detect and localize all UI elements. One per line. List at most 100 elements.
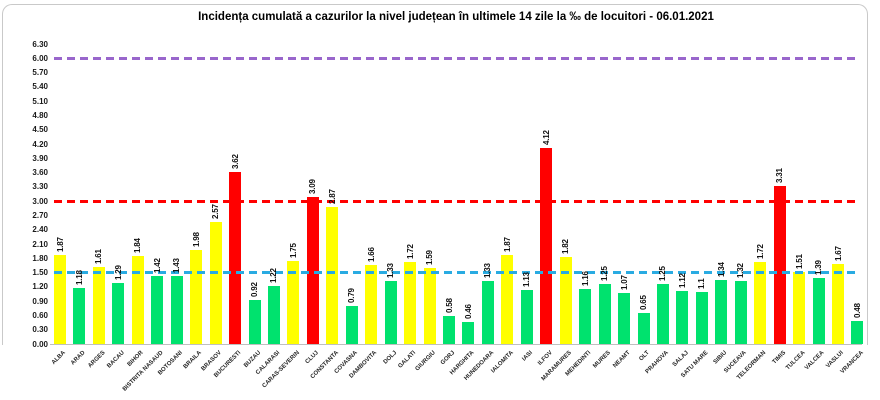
y-axis-tick-label: 1.20 — [32, 282, 48, 292]
bar-value-label: 0.79 — [347, 288, 357, 304]
bar-value-label: 1.61 — [94, 249, 104, 265]
bar-value-label: 1.07 — [619, 275, 629, 291]
x-axis-category-label: BACAU — [106, 350, 126, 370]
bar — [229, 171, 242, 344]
bar — [501, 254, 514, 344]
bar-value-label: 3.31 — [775, 168, 785, 184]
bar — [248, 300, 261, 344]
bar — [540, 147, 553, 344]
bar — [812, 277, 825, 344]
bar-value-label: 3.62 — [230, 153, 240, 169]
bar-value-label: 1.84 — [133, 238, 143, 254]
bar — [520, 290, 533, 344]
bar-value-label: 1.82 — [561, 239, 571, 255]
x-axis-category-label: ARGES — [86, 350, 107, 370]
bar — [287, 260, 300, 344]
bar-value-label: 1.72 — [755, 244, 765, 260]
bar-value-label: 1.43 — [172, 258, 182, 273]
bar — [754, 262, 767, 344]
y-axis-tick-label: 0.60 — [32, 310, 48, 320]
x-axis-category-label: IASI — [521, 350, 535, 363]
bar — [365, 264, 378, 344]
x-axis-category-label: ARAD — [70, 350, 87, 367]
bar — [715, 280, 728, 344]
bar — [695, 291, 708, 344]
bar — [793, 272, 806, 344]
bar-value-label: 1.39 — [814, 260, 824, 275]
bar — [676, 290, 689, 344]
bar — [423, 268, 436, 344]
bar-value-label: 1.29 — [113, 264, 123, 280]
y-axis-tick-label: 5.40 — [32, 82, 48, 92]
y-axis-tick-label: 0.90 — [32, 296, 48, 306]
bar — [637, 313, 650, 344]
bar-value-label: 1.32 — [736, 263, 746, 279]
chart-title: Incidența cumulată a cazurilor la nivel … — [198, 11, 714, 23]
bar-value-label: 1.33 — [386, 262, 396, 278]
y-axis-tick-label: 5.70 — [32, 68, 48, 78]
bar-value-label: 1.22 — [269, 268, 279, 283]
y-axis-tick-label: 1.80 — [32, 253, 48, 263]
y-axis-tick-label: 3.90 — [32, 153, 48, 163]
bar — [443, 316, 455, 344]
bar — [92, 267, 105, 344]
bar — [384, 280, 397, 344]
y-axis-tick-label: 3.30 — [32, 182, 48, 192]
bar-value-label: 1.25 — [600, 266, 610, 282]
y-axis-tick-label: 0.30 — [32, 325, 48, 335]
bar — [112, 282, 125, 344]
bar-value-label: 1.72 — [405, 244, 415, 260]
x-axis-category-label: NEAMT — [611, 350, 632, 370]
y-axis-tick-label: 2.10 — [32, 239, 48, 249]
bar-value-label: 1.1 — [697, 278, 707, 289]
x-axis-category-label: VALCEA — [804, 350, 826, 372]
bar — [326, 207, 339, 344]
y-axis-tick-label: 4.50 — [32, 125, 48, 135]
bar — [656, 284, 669, 344]
y-axis-tick-label: 0.00 — [32, 339, 48, 349]
bar-value-label: 1.12 — [677, 272, 687, 288]
y-axis-tick-label: 4.80 — [32, 110, 48, 120]
bar-value-label: 0.65 — [639, 295, 648, 311]
bar — [618, 293, 631, 344]
y-axis-tick-label: 6.30 — [32, 39, 48, 49]
x-axis-line — [50, 344, 862, 345]
bar — [73, 287, 86, 344]
bar — [832, 264, 844, 344]
chart-frame — [2, 4, 868, 345]
bar — [190, 249, 203, 344]
x-axis-category-label: GORJ — [439, 350, 457, 367]
bar-value-label: 0.48 — [852, 303, 862, 319]
x-axis-category-label: CLUJ — [304, 350, 321, 366]
bar-value-label: 2.87 — [327, 189, 337, 205]
bar-value-label: 1.25 — [658, 266, 668, 282]
bar — [345, 306, 358, 344]
bar — [209, 221, 222, 344]
bar — [559, 257, 572, 344]
bar — [481, 280, 494, 344]
bar — [734, 281, 747, 344]
bar-value-label: 1.42 — [152, 258, 162, 274]
bar-value-label: 1.75 — [288, 242, 298, 258]
y-axis-tick-label: 1.50 — [32, 268, 48, 278]
y-axis-tick-label: 3.00 — [32, 196, 48, 206]
bar — [773, 186, 786, 344]
bar-value-label: 1.33 — [483, 262, 493, 278]
bar — [598, 284, 611, 344]
bar-value-label: 1.66 — [366, 247, 376, 262]
bar-value-label: 1.51 — [794, 254, 804, 270]
x-axis-category-label: OLT — [638, 350, 651, 363]
bar-value-label: 0.46 — [463, 304, 473, 320]
y-axis-tick-label: 4.20 — [32, 139, 48, 149]
x-axis-category-label: SIBIU — [712, 350, 729, 366]
x-axis-category-label: TULCEA — [784, 350, 807, 372]
bar-value-label: 2.57 — [211, 203, 221, 219]
bar — [306, 196, 319, 344]
x-axis-category-label: ALBA — [51, 350, 68, 367]
bar — [131, 256, 144, 344]
bar-value-label: 0.92 — [250, 282, 259, 298]
x-axis-category-label: DOLJ — [382, 350, 398, 366]
bar-value-label: 1.34 — [716, 262, 726, 278]
bar — [404, 262, 417, 344]
